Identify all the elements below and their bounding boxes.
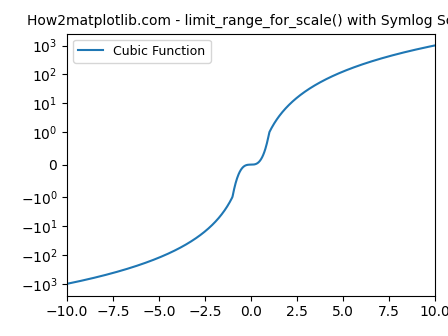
Cubic Function (226, 201, 232, 205)
Cubic Function (102, 273, 108, 277)
Title: How2matplotlib.com - limit_range_for_scale() with Symlog Scale: How2matplotlib.com - limit_range_for_sca… (27, 14, 448, 29)
Line: Cubic Function: Cubic Function (67, 45, 435, 284)
Cubic Function (317, 81, 322, 85)
Cubic Function (358, 63, 363, 67)
Cubic Function (351, 66, 356, 70)
Cubic Function (213, 219, 219, 223)
Cubic Function (65, 282, 70, 286)
Legend: Cubic Function: Cubic Function (73, 40, 211, 63)
Cubic Function (432, 43, 437, 47)
